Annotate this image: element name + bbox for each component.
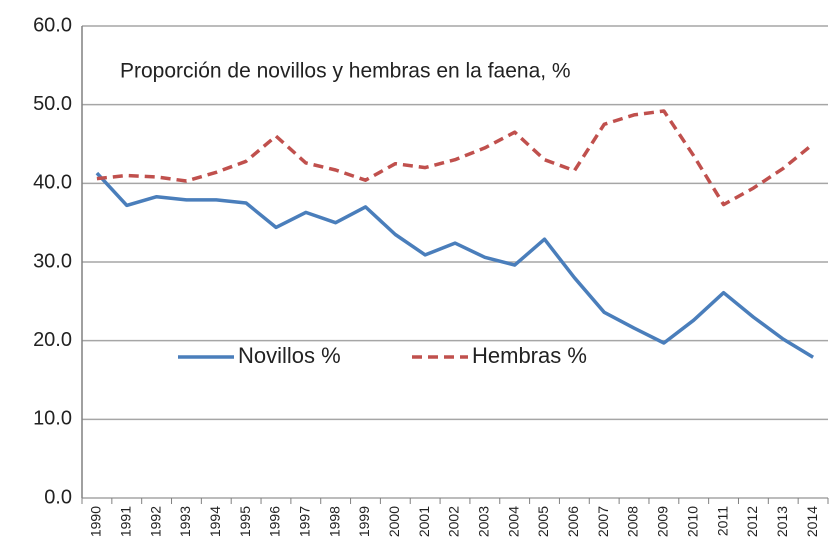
y-tick-label: 40.0 [33,172,72,194]
x-tick-label: 2008 [625,506,641,537]
x-tick-label: 2007 [595,506,611,537]
y-tick-label: 20.0 [33,329,72,351]
y-tick-label: 60.0 [33,14,72,36]
x-tick-label: 2000 [386,506,402,537]
x-tick-label: 2005 [535,506,551,537]
x-tick-label: 2014 [804,506,820,537]
x-tick-label: 2006 [565,506,581,537]
x-tick-label: 1995 [237,506,253,537]
chart-title: Proporción de novillos y hembras en la f… [120,60,571,83]
x-tick-label: 2003 [476,506,492,537]
x-tick-label: 1998 [326,506,342,537]
x-tick-label: 2001 [416,506,432,537]
x-tick-label: 2004 [505,506,521,537]
y-tick-label: 0.0 [44,486,72,508]
series-line [95,171,815,359]
legend-label: Novillos % [238,343,341,368]
x-tick-label: 2002 [446,506,462,537]
x-tick-label: 1991 [117,506,133,537]
x-tick-label: 1994 [207,506,223,537]
y-tick-label: 50.0 [33,93,72,115]
x-tick-label: 1996 [267,506,283,537]
x-tick-label: 2012 [744,506,760,537]
x-tick-label: 1999 [356,506,372,537]
x-tick-label: 2010 [684,506,700,537]
x-tick-label: 1997 [297,506,313,537]
y-tick-label: 30.0 [33,250,72,272]
x-tick-label: 2009 [655,506,671,537]
y-tick-label: 10.0 [33,408,72,430]
x-tick-label: 1993 [177,506,193,537]
x-tick-label: 2011 [714,506,730,536]
series-line [96,109,815,207]
x-tick-label: 1992 [147,506,163,537]
x-tick-label: 2013 [774,506,790,537]
legend-label: Hembras % [472,343,587,368]
x-tick-label: 1990 [88,506,104,537]
